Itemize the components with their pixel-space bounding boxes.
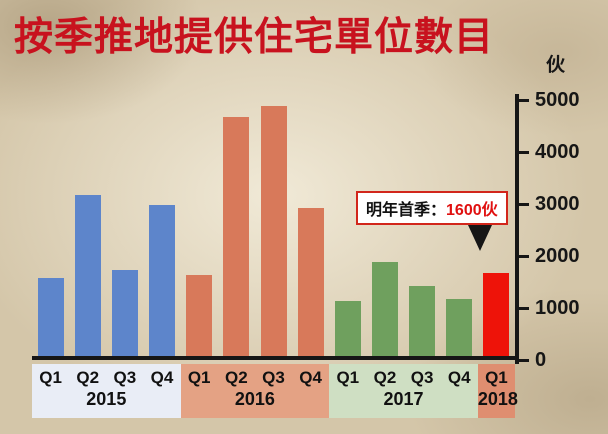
y-axis-unit-label: 伙 — [546, 55, 566, 76]
bar-2016-Q3 — [260, 106, 287, 356]
bar-2017-Q2 — [371, 262, 398, 356]
annotation-prefix: 明年首季： — [366, 202, 447, 219]
bar-2015-Q2 — [74, 194, 101, 356]
x-tick-label-2016-Q4: Q4 — [299, 368, 322, 387]
y-tick-mark-0 — [519, 359, 529, 362]
bar-2016-Q4 — [297, 207, 324, 356]
annotation-callout: 明年首季：1600伙 — [356, 191, 508, 225]
x-tick-label-2017-Q1: Q1 — [336, 368, 360, 387]
annotation-value: 1600伙 — [446, 202, 498, 219]
bar-2015-Q3 — [111, 270, 138, 356]
x-tick-label-2018-Q1: Q1 — [485, 368, 508, 387]
annotation-arrow-icon — [468, 225, 492, 251]
bar-2016-Q1 — [186, 275, 213, 356]
y-tick-mark-4000 — [519, 151, 529, 154]
x-tick-label-2015-Q2: Q2 — [76, 368, 100, 387]
y-tick-label-1000: 1000 — [535, 297, 580, 319]
year-band-2017 — [329, 364, 478, 418]
year-band-2015 — [32, 364, 181, 418]
y-axis-line — [515, 94, 519, 364]
year-label-2018: 2018 — [477, 389, 518, 409]
x-tick-label-2016-Q3: Q3 — [262, 368, 285, 387]
y-tick-label-0: 0 — [535, 349, 547, 371]
y-tick-label-3000: 3000 — [535, 193, 580, 215]
bar-2015-Q4 — [149, 205, 176, 356]
x-tick-label-2016-Q2: Q2 — [224, 368, 248, 387]
plot-area: Q1 Q2 Q3 Q4 2015 Q1 Q2 Q3 Q4 2016 Q1 Q2 Q3 Q4 2017 Q1 20… — [32, 89, 580, 418]
year-band-2016 — [180, 364, 330, 418]
x-tick-label-2017-Q2: Q2 — [373, 368, 397, 387]
bar-2015-Q1 — [37, 278, 64, 356]
x-tick-label-2016-Q1: Q1 — [187, 368, 211, 387]
year-band-2018 — [477, 364, 515, 418]
y-tick-mark-5000 — [519, 99, 529, 102]
y-tick-mark-1000 — [519, 307, 529, 310]
x-tick-label-2015-Q1: Q1 — [39, 368, 62, 387]
bar-2017-Q4 — [446, 298, 473, 356]
x-tick-label-2015-Q4: Q4 — [150, 368, 174, 387]
year-label-2017: 2017 — [383, 389, 424, 409]
bar-2016-Q2 — [223, 116, 250, 356]
y-tick-mark-3000 — [519, 203, 529, 206]
chart-title: 按季推地提供住宅單位數目 — [14, 16, 495, 59]
x-tick-label-2015-Q3: Q3 — [113, 368, 137, 387]
bar-2017-Q3 — [409, 285, 436, 356]
x-tick-label-2017-Q4: Q4 — [447, 368, 471, 387]
bar-2017-Q1 — [334, 301, 361, 356]
y-tick-mark-2000 — [519, 255, 529, 258]
x-tick-label-2017-Q3: Q3 — [410, 368, 434, 387]
y-tick-label-4000: 4000 — [535, 141, 580, 163]
y-tick-label-5000: 5000 — [535, 89, 580, 111]
bar-2018-Q1 — [483, 272, 510, 356]
year-label-2016: 2016 — [234, 389, 275, 409]
year-label-2015: 2015 — [86, 389, 127, 409]
y-tick-label-2000: 2000 — [535, 245, 580, 267]
